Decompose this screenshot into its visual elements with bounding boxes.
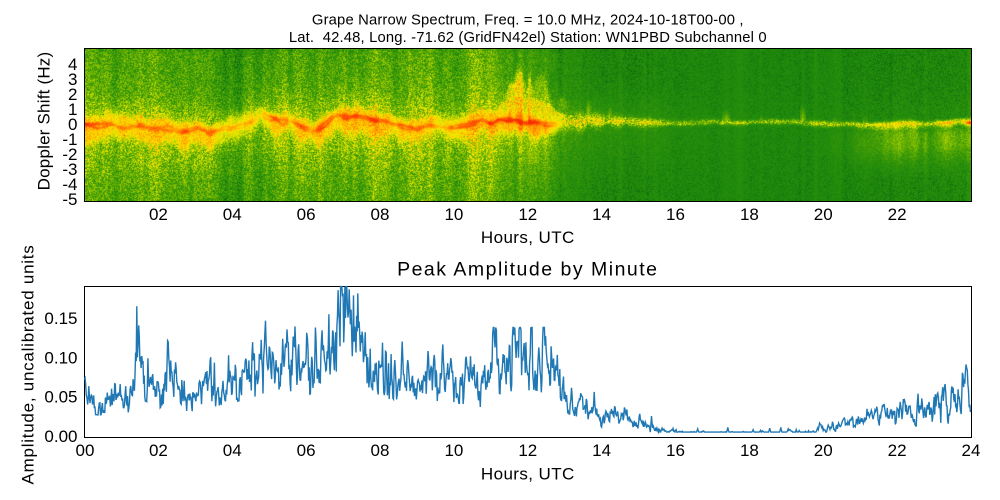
svg-text:-3: -3	[62, 160, 77, 179]
svg-text:08: 08	[371, 205, 390, 224]
svg-text:4: 4	[68, 55, 77, 74]
svg-text:16: 16	[666, 205, 685, 224]
svg-text:-1: -1	[62, 130, 77, 149]
svg-text:18: 18	[740, 441, 759, 460]
svg-text:2: 2	[68, 85, 77, 104]
svg-text:0: 0	[68, 115, 77, 134]
svg-text:12: 12	[518, 205, 537, 224]
svg-text:0.10: 0.10	[44, 348, 77, 367]
svg-text:0.00: 0.00	[44, 427, 77, 446]
svg-text:22: 22	[888, 441, 907, 460]
svg-text:Hours, UTC: Hours, UTC	[481, 464, 575, 483]
svg-text:14: 14	[592, 205, 611, 224]
svg-text:22: 22	[888, 205, 907, 224]
svg-text:04: 04	[223, 205, 242, 224]
svg-text:0.05: 0.05	[44, 388, 77, 407]
svg-text:-2: -2	[62, 145, 77, 164]
svg-text:-4: -4	[62, 175, 77, 194]
svg-text:08: 08	[371, 441, 390, 460]
svg-text:10: 10	[444, 441, 463, 460]
svg-text:24: 24	[962, 441, 981, 460]
svg-text:12: 12	[518, 441, 537, 460]
svg-text:04: 04	[223, 441, 242, 460]
svg-text:Lat. 42.48, Long. -71.62 (Gri: Lat. 42.48, Long. -71.62 (GridFN42el) St…	[289, 30, 767, 46]
svg-text:00: 00	[76, 441, 95, 460]
svg-text:Hours, UTC: Hours, UTC	[481, 228, 575, 247]
svg-text:Grape Narrow Spectrum, Freq. =: Grape Narrow Spectrum, Freq. = 10.0 MHz,…	[312, 13, 744, 29]
svg-text:06: 06	[297, 205, 316, 224]
svg-text:1: 1	[68, 100, 77, 119]
svg-text:20: 20	[814, 205, 833, 224]
svg-text:02: 02	[149, 441, 168, 460]
svg-text:Amplitude, uncalibrated units: Amplitude, uncalibrated units	[19, 244, 38, 484]
svg-text:Peak Amplitude by Minute: Peak Amplitude by Minute	[397, 259, 658, 281]
svg-text:Doppler Shift (Hz): Doppler Shift (Hz)	[34, 52, 53, 191]
svg-text:-5: -5	[62, 190, 77, 209]
svg-text:20: 20	[814, 441, 833, 460]
svg-text:3: 3	[68, 70, 77, 89]
svg-text:14: 14	[592, 441, 611, 460]
svg-text:10: 10	[444, 205, 463, 224]
svg-text:18: 18	[740, 205, 759, 224]
svg-text:0.15: 0.15	[44, 309, 77, 328]
svg-text:06: 06	[297, 441, 316, 460]
svg-text:16: 16	[666, 441, 685, 460]
svg-text:02: 02	[149, 205, 168, 224]
